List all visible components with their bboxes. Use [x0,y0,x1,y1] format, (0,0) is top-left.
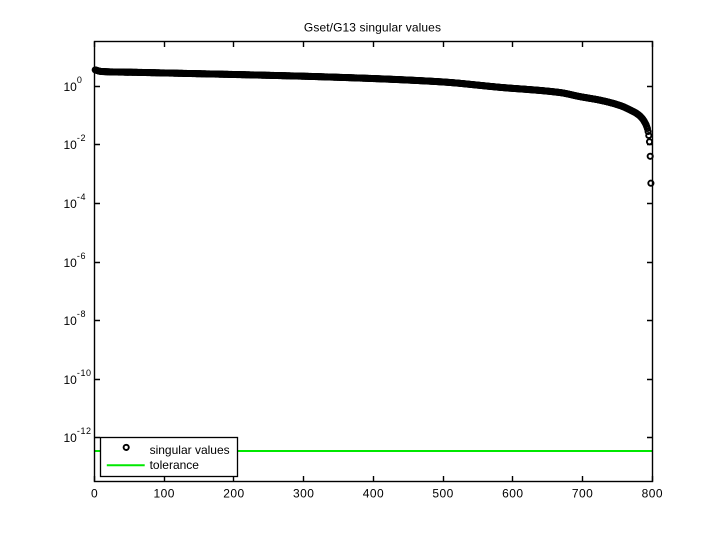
svg-text:500: 500 [432,486,453,500]
svg-text:tolerance: tolerance [150,458,200,472]
svg-text:300: 300 [293,486,314,500]
svg-text:0: 0 [91,486,98,500]
svg-text:800: 800 [642,486,663,500]
svg-text:400: 400 [363,486,384,500]
svg-text:200: 200 [223,486,244,500]
svg-text:700: 700 [572,486,593,500]
svg-text:100: 100 [154,486,175,500]
svg-text:600: 600 [502,486,523,500]
svg-text:Gset/G13 singular values: Gset/G13 singular values [304,21,441,35]
svg-text:singular values: singular values [150,443,230,457]
